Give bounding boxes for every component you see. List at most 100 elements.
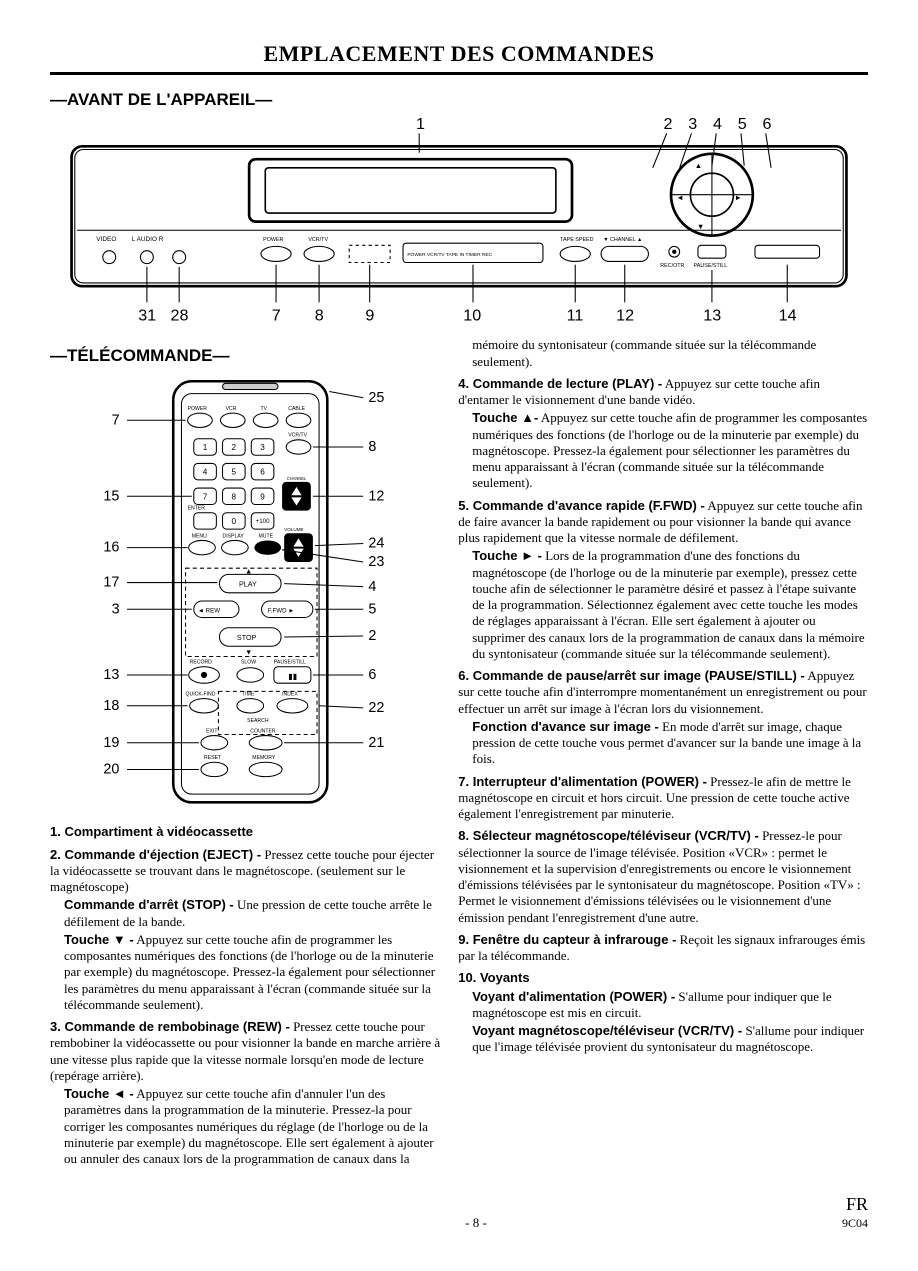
sub-item: Touche ▲- Appuyez sur cette touche afin … (472, 410, 868, 491)
item-title: Commande de rembobinage (REW) - (64, 1019, 289, 1034)
svg-text:DISPLAY: DISPLAY (223, 533, 245, 539)
svg-text:PAUSE/STILL: PAUSE/STILL (274, 659, 306, 665)
item: 3. Commande de rembobinage (REW) - Press… (50, 1019, 440, 1167)
page-title: EMPLACEMENT DES COMMANDES (50, 40, 868, 75)
sub-item: Voyant magnétoscope/téléviseur (VCR/TV) … (472, 1023, 868, 1056)
svg-text:L AUDIO R: L AUDIO R (132, 236, 164, 243)
svg-text:5: 5 (738, 115, 747, 133)
item-number: 4. (458, 376, 472, 391)
svg-text:TV: TV (261, 406, 268, 412)
svg-text:7: 7 (203, 492, 208, 501)
svg-text:CABLE: CABLE (288, 406, 305, 412)
continuation-text: mémoire du syntonisateur (commande situé… (472, 337, 868, 370)
svg-text:▲: ▲ (245, 567, 252, 575)
item: 8. Sélecteur magnétoscope/téléviseur (VC… (458, 828, 868, 926)
svg-text:4: 4 (713, 115, 722, 133)
svg-text:31: 31 (138, 306, 156, 324)
svg-text:2: 2 (368, 628, 376, 644)
svg-text:TAPE SPEED: TAPE SPEED (560, 237, 593, 243)
svg-text:QUICK-FIND: QUICK-FIND (186, 691, 216, 697)
svg-text:◄ REW: ◄ REW (198, 607, 220, 614)
svg-text:CHANNEL: CHANNEL (287, 475, 307, 480)
svg-text:2: 2 (663, 115, 672, 133)
svg-text:6: 6 (763, 115, 772, 133)
svg-text:MEMORY: MEMORY (252, 755, 276, 761)
item: 7. Interrupteur d'alimentation (POWER) -… (458, 774, 868, 823)
svg-text:+100: +100 (256, 517, 270, 524)
svg-text:7: 7 (272, 306, 281, 324)
svg-text:▼: ▼ (697, 222, 704, 231)
item-number: 9. (458, 932, 472, 947)
sub-item: Commande d'arrêt (STOP) - Une pression d… (64, 897, 440, 930)
svg-text:18: 18 (103, 697, 119, 713)
svg-text:5: 5 (232, 467, 237, 476)
svg-text:ENTER: ENTER (188, 505, 206, 511)
svg-text:13: 13 (103, 667, 119, 683)
item: 5. Commande d'avance rapide (F.FWD) - Ap… (458, 498, 868, 663)
page-number: - 8 - (110, 1215, 842, 1231)
svg-text:11: 11 (567, 306, 584, 324)
item-number: 8. (458, 828, 472, 843)
svg-text:COUNTER: COUNTER (250, 728, 276, 734)
svg-text:▲: ▲ (695, 161, 702, 170)
sub-title: Touche ▼ - (64, 932, 134, 947)
svg-text:8: 8 (368, 439, 376, 455)
svg-text:MENU: MENU (192, 533, 207, 539)
item-title: Commande d'avance rapide (F.FWD) - (473, 498, 705, 513)
svg-text:SEARCH: SEARCH (247, 718, 269, 724)
item-title: Interrupteur d'alimentation (POWER) - (473, 774, 707, 789)
svg-text:20: 20 (103, 761, 119, 777)
item: 10. Voyants Voyant d'alimentation (POWER… (458, 970, 868, 1055)
svg-text:9: 9 (260, 492, 265, 501)
svg-text:12: 12 (616, 306, 634, 324)
svg-text:19: 19 (103, 734, 119, 750)
svg-text:25: 25 (368, 389, 384, 405)
remote-figure: POWER VCR TV CABLE 1 2 3 VCR/TV 4 5 6 7 … (50, 371, 440, 813)
svg-text:12: 12 (368, 488, 384, 504)
item: 1. Compartiment à vidéocassette (50, 824, 440, 840)
svg-text:VCR/TV: VCR/TV (308, 237, 328, 243)
svg-text:F.FWD ►: F.FWD ► (268, 607, 295, 614)
sub-title: Touche ▲- (472, 410, 538, 425)
item-title: Voyants (480, 970, 530, 985)
sub-title: Touche ◄ - (64, 1086, 134, 1101)
svg-text:3: 3 (260, 443, 265, 452)
sub-title: Fonction d'avance sur image - (472, 719, 659, 734)
svg-text:13: 13 (703, 306, 721, 324)
sub-title: Touche ► - (472, 548, 542, 563)
item: 9. Fenêtre du capteur à infrarouge - Reç… (458, 932, 868, 965)
svg-text:16: 16 (103, 539, 119, 555)
sub-item: Touche ▼ - Appuyez sur cette touche afin… (64, 932, 440, 1013)
svg-text:VOLUME: VOLUME (284, 527, 303, 532)
svg-text:4: 4 (368, 578, 376, 594)
svg-text:4: 4 (203, 467, 208, 476)
item-number: 3. (50, 1019, 64, 1034)
svg-text:1: 1 (203, 443, 208, 452)
items-left-list: 1. Compartiment à vidéocassette 2. Comma… (50, 824, 440, 1167)
vcr-front-figure: 1 2 3 4 5 6 VIDEO L AUDIO R POWER VCR/TV… (50, 114, 868, 329)
svg-text:9: 9 (365, 306, 374, 324)
svg-text:5: 5 (368, 601, 376, 617)
svg-text:PLAY: PLAY (239, 580, 257, 588)
svg-text:RESET: RESET (204, 755, 222, 761)
svg-text:6: 6 (260, 467, 265, 476)
sub-title: Voyant magnétoscope/téléviseur (VCR/TV) … (472, 1023, 742, 1038)
section-front-title: —AVANT DE L'APPAREIL— (50, 89, 868, 110)
svg-text:RECORD: RECORD (190, 659, 213, 665)
svg-text:REC/OTR: REC/OTR (660, 263, 684, 269)
svg-text:TIME: TIME (242, 691, 255, 697)
item-number: 1. (50, 824, 64, 839)
svg-text:VIDEO: VIDEO (96, 236, 116, 243)
svg-text:MUTE: MUTE (258, 533, 273, 539)
item-number: 6. (458, 668, 472, 683)
items-right-list: 4. Commande de lecture (PLAY) - Appuyez … (458, 376, 868, 1056)
svg-text:6: 6 (368, 667, 376, 683)
item-title: Fenêtre du capteur à infrarouge - (473, 932, 677, 947)
item-title: Commande de lecture (PLAY) - (473, 376, 663, 391)
svg-text:15: 15 (103, 488, 119, 504)
svg-text:3: 3 (112, 601, 120, 617)
svg-text:INDEX: INDEX (282, 691, 298, 697)
page-lang: FR (842, 1193, 868, 1216)
svg-text:VCR/TV: VCR/TV (288, 432, 307, 438)
svg-text:7: 7 (112, 412, 120, 428)
